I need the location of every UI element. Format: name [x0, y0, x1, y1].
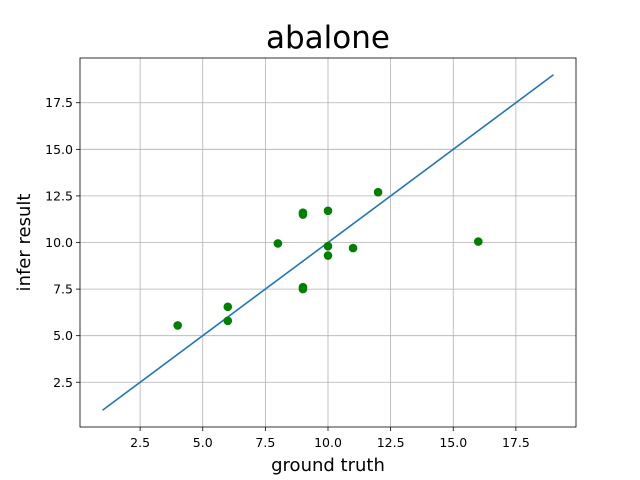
x-axis-label: ground truth	[271, 455, 385, 476]
y-tick-label: 7.5	[53, 282, 73, 297]
x-tick-label: 17.5	[502, 435, 530, 450]
y-tick-label: 5.0	[53, 328, 73, 343]
x-tick-label: 2.5	[130, 435, 150, 450]
y-tick-label: 15.0	[45, 142, 73, 157]
chart-title: abalone	[266, 20, 390, 56]
data-points-layer	[173, 187, 483, 330]
data-point	[323, 206, 333, 216]
y-tick-label: 12.5	[45, 188, 73, 203]
data-point	[173, 321, 182, 330]
y-tick-label: 10.0	[45, 235, 73, 250]
data-point	[223, 302, 233, 312]
y-axis-label: infer result	[14, 194, 35, 292]
grid-layer	[80, 58, 576, 427]
data-point	[474, 237, 483, 246]
data-point	[298, 284, 308, 294]
data-point	[273, 239, 283, 248]
x-tick-label: 5.0	[193, 435, 213, 450]
data-point	[323, 241, 333, 251]
data-point	[223, 316, 233, 326]
axis-ticks-layer: 2.5 5.0 7.5 10.0 12.5 15.0 17.5 2.5 5.0 7.5 10.0 12…	[45, 95, 530, 450]
x-tick-label: 7.5	[255, 435, 275, 450]
data-point	[348, 243, 358, 253]
data-point	[373, 187, 383, 197]
data-point	[323, 251, 333, 260]
x-tick-label: 15.0	[439, 435, 467, 450]
x-tick-label: 10.0	[314, 435, 342, 450]
y-tick-label: 2.5	[53, 375, 73, 390]
x-tick-label: 12.5	[377, 435, 405, 450]
data-point	[298, 210, 308, 219]
y-tick-label: 17.5	[45, 95, 73, 110]
